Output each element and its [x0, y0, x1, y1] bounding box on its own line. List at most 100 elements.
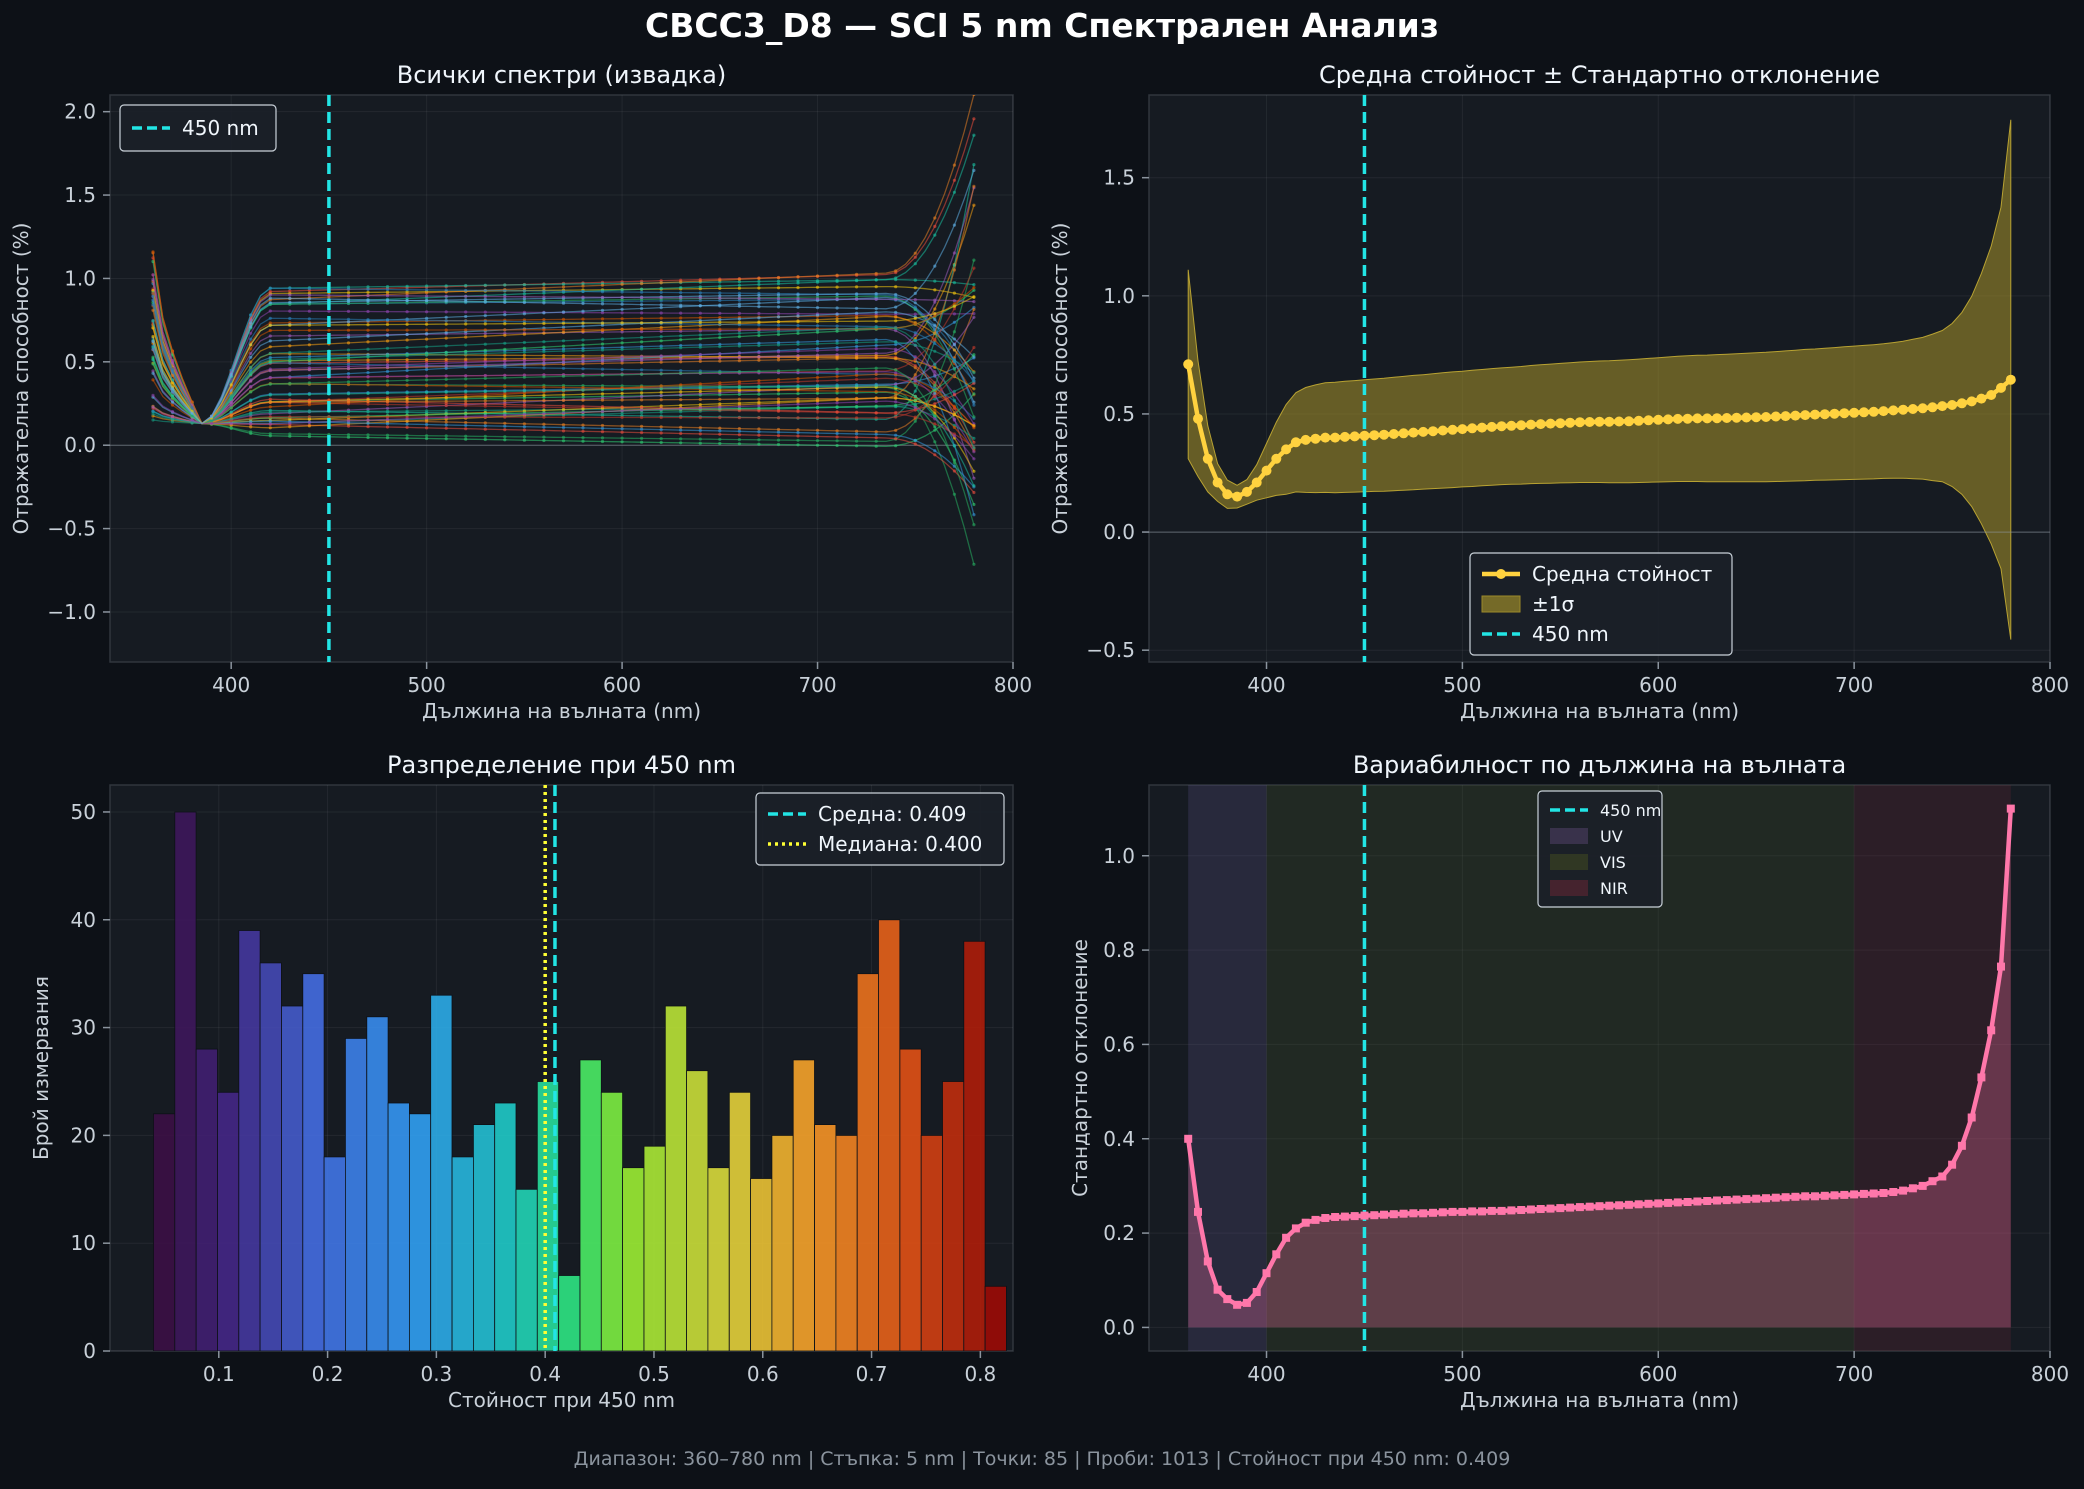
spectrum-point — [659, 425, 663, 429]
spectrum-point — [483, 283, 487, 287]
spectrum-point — [581, 301, 585, 306]
std-point — [1899, 1186, 1908, 1195]
spectrum-point — [600, 409, 605, 414]
spectrum-point — [972, 288, 976, 292]
spectrum-point — [249, 331, 253, 335]
mean-point — [1467, 423, 1478, 434]
y-tick-label: 0.8 — [1103, 938, 1135, 962]
std-point — [1331, 1213, 1340, 1221]
spectrum-point — [718, 381, 722, 385]
mean-point — [1917, 403, 1928, 414]
histogram-bar — [430, 994, 453, 1351]
spectrum-point — [796, 314, 800, 318]
spectrum-point — [561, 366, 566, 370]
spectrum-point — [151, 347, 155, 351]
spectrum-point — [952, 404, 957, 408]
spectrum-point — [151, 339, 155, 343]
spectrum-point — [620, 409, 624, 413]
spectrum-point — [815, 353, 820, 357]
spectrum-point — [640, 345, 644, 349]
spectrum-point — [972, 163, 976, 167]
spectrum-point — [425, 367, 429, 372]
histogram-bar — [920, 1135, 943, 1351]
spectrum-point — [385, 287, 390, 292]
spectrum-point — [913, 394, 917, 399]
mean-point — [1927, 402, 1938, 413]
spectrum-point — [933, 298, 937, 302]
spectrum-point — [249, 379, 253, 383]
spectrum-point — [522, 353, 527, 357]
spectrum-point — [815, 313, 820, 317]
std-point — [1732, 1195, 1741, 1204]
spectrum-point — [425, 310, 429, 314]
histogram-bar — [387, 1102, 410, 1351]
spectrum-point — [366, 318, 370, 322]
spectrum-point — [796, 297, 800, 301]
spectrum-point — [874, 292, 878, 296]
spectrum-point — [151, 405, 155, 409]
spectrum-point — [307, 309, 311, 313]
spectrum-point — [796, 299, 800, 303]
spectrum-point — [385, 346, 390, 350]
spectrum-point — [464, 420, 468, 425]
histogram-bar — [899, 1048, 922, 1351]
spectrum-point — [366, 375, 370, 379]
spectrum-point — [229, 394, 233, 398]
spectrum-point — [640, 361, 644, 365]
legend-label: Средна стойност — [1532, 562, 1713, 586]
spectrum-point — [757, 369, 761, 373]
spectrum-point — [913, 291, 917, 295]
spectrum-point — [835, 384, 839, 388]
spectrum-point — [659, 303, 663, 307]
spectrum-point — [679, 390, 683, 394]
spectrum-point — [815, 368, 820, 372]
spectrum-point — [776, 350, 781, 354]
spectrum-point — [952, 425, 957, 429]
spectrum-point — [737, 359, 742, 363]
spectrum-point — [776, 300, 781, 304]
spectrum-point — [815, 274, 820, 278]
spectrum-point — [288, 434, 292, 438]
spectrum-point — [561, 328, 566, 332]
spectrum-point — [698, 316, 702, 320]
spectrum-point — [561, 301, 566, 305]
spectrum-point — [249, 365, 253, 369]
spectrum-point — [170, 410, 175, 414]
spectrum-point — [600, 412, 605, 416]
spectrum-point — [268, 289, 272, 294]
spectrum-point — [229, 383, 233, 387]
spectrum-point — [503, 319, 507, 324]
spectrum-point — [776, 297, 781, 301]
spectrum-point — [894, 371, 898, 375]
spectrum-point — [835, 341, 839, 345]
spectrum-point — [483, 351, 487, 355]
spectrum-point — [855, 416, 859, 420]
spectrum-point — [425, 364, 429, 368]
spectrum-point — [894, 310, 898, 314]
mean-point — [1506, 420, 1517, 431]
y-tick-label: 0.6 — [1103, 1032, 1135, 1056]
y-tick-label: 0.2 — [1103, 1221, 1135, 1245]
mean-point — [1535, 419, 1546, 430]
spectrum-point — [581, 407, 585, 411]
spectrum-point — [874, 343, 878, 348]
spectrum-point — [757, 430, 761, 434]
spectrum-point — [542, 428, 546, 432]
spectrum-point — [737, 407, 742, 411]
mean-point — [1408, 427, 1419, 438]
spectrum-point — [894, 394, 898, 398]
spectrum-point — [288, 334, 292, 338]
y-tick-label: 0.0 — [1103, 1315, 1135, 1339]
spectrum-point — [425, 416, 429, 420]
spectrum-point — [249, 390, 253, 394]
spectrum-point — [346, 409, 351, 414]
std-point — [1399, 1209, 1408, 1218]
spectrum-point — [503, 328, 507, 332]
spectrum-point — [776, 315, 781, 319]
spectrum-point — [229, 413, 233, 417]
spectrum-point — [640, 424, 644, 428]
spectrum-point — [933, 341, 937, 346]
spectrum-point — [425, 426, 429, 430]
spectrum-point — [346, 419, 351, 423]
